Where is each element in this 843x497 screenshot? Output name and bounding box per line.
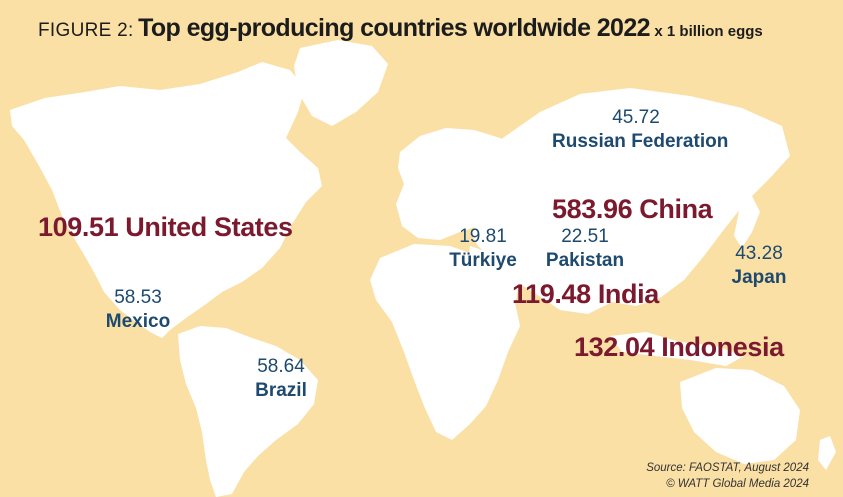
landmass-north-america — [10, 62, 322, 338]
country-united-states: United States — [125, 212, 293, 242]
landmass-south-america — [178, 326, 318, 497]
value-united-states: 109.51 — [38, 212, 119, 242]
landmass-australia — [680, 368, 800, 464]
landmass-new-zealand — [818, 436, 836, 470]
landmass-japan — [734, 196, 760, 248]
value-indonesia: 132.04 — [574, 332, 655, 362]
country-turkiye: Türkiye — [449, 250, 517, 271]
label-india: 119.48 India — [512, 279, 659, 310]
label-russian-federation: 45.72 Russian Federation — [552, 106, 729, 154]
landmass-europe — [396, 128, 522, 240]
landmass-africa — [370, 244, 520, 440]
landmass-greenland — [294, 40, 388, 126]
value-russian-federation: 45.72 — [612, 107, 660, 128]
source-text: Source: FAOSTAT, August 2024 — [646, 462, 809, 474]
country-china: China — [639, 194, 713, 224]
country-indonesia: Indonesia — [661, 332, 784, 362]
title-text: Top egg-producing countries worldwide 20… — [138, 14, 650, 42]
value-china: 583.96 — [552, 194, 633, 224]
value-turkiye: 19.81 — [459, 226, 507, 247]
country-japan: Japan — [731, 267, 787, 288]
landmass-asia — [470, 88, 790, 314]
unit-label: x 1 billion eggs — [654, 23, 763, 40]
country-russian-federation: Russian Federation — [552, 131, 729, 152]
country-pakistan: Pakistan — [545, 250, 625, 271]
label-pakistan: 22.51 Pakistan — [545, 225, 625, 273]
value-brazil: 58.64 — [257, 356, 305, 377]
label-japan: 43.28 Japan — [728, 242, 790, 290]
value-india: 119.48 — [512, 279, 591, 309]
country-mexico: Mexico — [105, 311, 171, 332]
value-japan: 43.28 — [735, 243, 783, 264]
country-brazil: Brazil — [255, 380, 307, 401]
label-turkiye: 19.81 Türkiye — [448, 225, 518, 273]
label-brazil: 58.64 Brazil — [250, 355, 312, 403]
landmass-indonesia — [610, 332, 744, 366]
label-indonesia: 132.04 Indonesia — [574, 332, 784, 363]
label-china: 583.96 China — [552, 194, 713, 225]
source-note: Source: FAOSTAT, August 2024 © WATT Glob… — [646, 460, 809, 492]
chart-title: FIGURE 2: Top egg-producing countries wo… — [38, 14, 763, 43]
label-mexico: 58.53 Mexico — [100, 286, 176, 334]
figure-label: FIGURE 2: — [38, 20, 134, 41]
value-pakistan: 22.51 — [561, 226, 609, 247]
label-united-states: 109.51 United States — [38, 212, 293, 243]
value-mexico: 58.53 — [114, 287, 162, 308]
country-india: India — [597, 279, 659, 309]
copyright-text: © WATT Global Media 2024 — [666, 478, 809, 490]
